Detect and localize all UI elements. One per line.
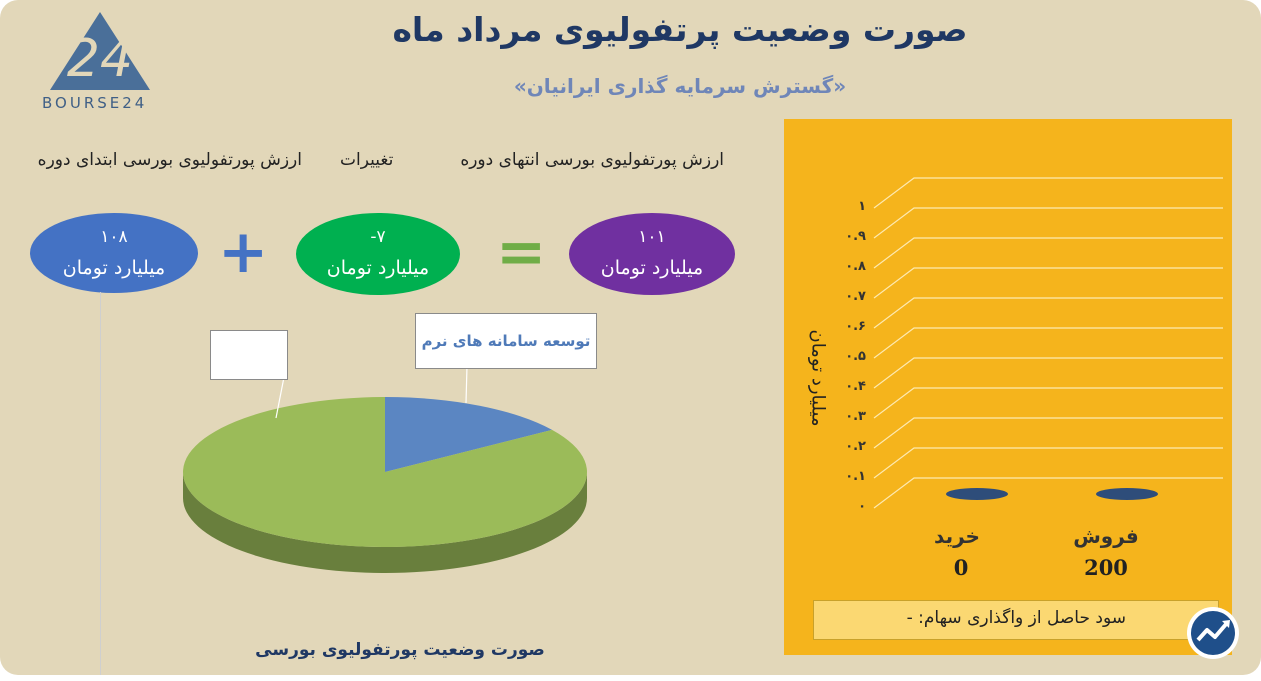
bar-value-sell: 200 [1084, 555, 1128, 580]
trend-badge-icon [1187, 607, 1239, 659]
bar-y-tick: ۰.۲ [845, 439, 866, 454]
bar-gridline [873, 237, 1223, 269]
end-value-label: ارزش پورتفولیوی بورسی انتهای دوره [460, 150, 724, 170]
bar-gridline [873, 447, 1223, 479]
bar-y-tick: ۰.۷ [845, 289, 866, 304]
bar-0-top [946, 488, 1008, 500]
change-value: -۷ [370, 227, 386, 247]
svg-text:24: 24 [67, 29, 133, 89]
bar-gridline [873, 387, 1223, 419]
bar-chart-panel: ۰ ۰.۱ ۰.۲ ۰.۳ ۰.۴ ۰.۵ ۰.۶ ۰.۷ ۰.۸ ۰.۹ ۱ میلیارد تو… [784, 119, 1232, 655]
page-title: صورت وضعیت پرتفولیوی مرداد ماه [392, 10, 968, 49]
bar-gridline [873, 207, 1223, 239]
bar-y-tick: ۰ [858, 499, 866, 514]
change-value-bubble: -۷ میلیارد تومان [296, 213, 460, 295]
pie-label-software: توسعه سامانه های نرم [415, 313, 597, 369]
start-value: ۱۰۸ [100, 227, 128, 247]
bar-gridline [873, 417, 1223, 449]
bar-category-sell: فروش [1073, 524, 1139, 548]
start-value-bubble: ۱۰۸ میلیارد تومان [30, 213, 198, 293]
bar-y-tick: ۰.۴ [845, 379, 866, 394]
bourse24-logo-icon: 24 [50, 12, 150, 90]
start-unit: میلیارد تومان [62, 257, 166, 279]
trade-bar-chart [873, 177, 1223, 509]
end-value: ۱۰۱ [638, 227, 666, 247]
pie-slice-side [183, 472, 587, 573]
end-value-bubble: ۱۰۱ میلیارد تومان [569, 213, 735, 295]
start-value-label: ارزش پورتفولیوی بورسی ابتدای دوره [37, 150, 302, 170]
bar-y-tick: ۰.۵ [845, 349, 866, 364]
bar-y-tick: ۱ [858, 199, 866, 214]
pie-chart-title: صورت وضعیت پورتفولیوی بورسی [255, 640, 545, 660]
bar-gridline [873, 477, 1223, 509]
pie-leader-software [465, 365, 468, 404]
logo-text: BOURSE24 [42, 94, 148, 112]
footer-note: سود حاصل از واگذاری سهام: - [813, 600, 1219, 640]
bar-y-tick: ۰.۳ [845, 409, 866, 424]
portfolio-pie-chart [182, 365, 587, 573]
bar-gridline [873, 357, 1223, 389]
bar-gridline [873, 297, 1223, 329]
pie-slice-0 [385, 397, 553, 472]
bar-category-buy: خرید [934, 524, 980, 548]
end-unit: میلیارد تومان [600, 257, 704, 279]
page-subtitle: «گسترش سرمایه گذاری ایرانیان» [513, 74, 847, 98]
bar-y-tick: ۰.۹ [845, 229, 866, 244]
pie-label-other [210, 330, 288, 380]
bar-gridline [873, 327, 1223, 359]
divider-line [100, 292, 101, 675]
bar-1-top [1096, 488, 1158, 500]
equals-sign: = [496, 217, 547, 287]
bar-gridline [873, 177, 1223, 209]
pie-slice-1 [182, 397, 587, 547]
plus-sign: + [218, 217, 269, 287]
bar-y-axis-label: میلیارد تومان [807, 329, 829, 427]
bar-gridline [873, 267, 1223, 299]
change-label: تغییرات [340, 150, 394, 170]
bar-y-tick: ۰.۱ [845, 469, 866, 484]
bar-y-tick: ۰.۸ [845, 259, 866, 274]
bar-y-tick: ۰.۶ [845, 319, 866, 334]
change-unit: میلیارد تومان [326, 257, 430, 279]
bar-value-buy: 0 [953, 555, 969, 580]
